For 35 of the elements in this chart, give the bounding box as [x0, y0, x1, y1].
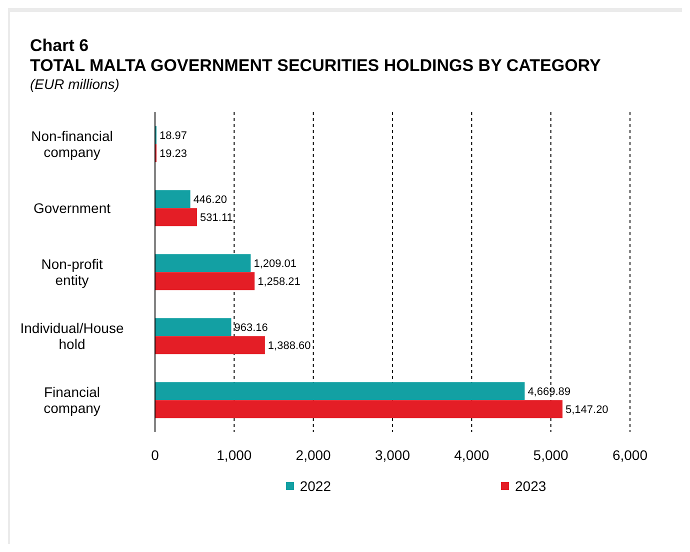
bar: [155, 382, 525, 400]
data-label: 963.16: [234, 322, 268, 334]
data-label: 531.11: [200, 212, 233, 224]
bar: [155, 400, 562, 418]
chart-title: Chart 6: [30, 36, 90, 56]
x-tick-label: 5,000: [533, 446, 569, 463]
data-label: 446.20: [193, 194, 227, 206]
bar: [155, 254, 251, 272]
data-label: 1,388.60: [268, 340, 311, 352]
data-label: 4,669.89: [528, 386, 571, 398]
x-tick-label: 0: [151, 446, 160, 463]
y-tick-label: Non-profit entity: [41, 256, 103, 288]
legend-label: 2022: [300, 478, 331, 494]
bar: [155, 190, 190, 208]
x-tick-label: 2,000: [296, 446, 332, 463]
chart-subtitle: TOTAL MALTA GOVERNMENT SECURITIES HOLDINGS BY CATEGORY: [30, 56, 602, 76]
legend-label: 2023: [515, 478, 546, 494]
data-label: 1,258.21: [258, 276, 300, 288]
y-tick-label: Financial company: [44, 384, 100, 416]
bar: [155, 318, 232, 336]
y-tick-label: Non-financial company: [31, 128, 113, 160]
y-tick-label: Government: [33, 200, 111, 216]
data-label: 19.23: [160, 148, 188, 160]
data-label: 5,147.20: [565, 404, 608, 416]
data-label: 18.97: [160, 130, 188, 142]
x-tick-label: 3,000: [374, 446, 410, 463]
bar: [155, 336, 265, 354]
bar: [155, 272, 255, 290]
x-tick-label: 4,000: [454, 446, 490, 463]
x-tick-label: 1,000: [216, 446, 252, 463]
x-tick-label: 6,000: [612, 446, 648, 463]
bar: [155, 208, 198, 226]
data-label: 1,209.01: [254, 258, 297, 270]
y-tick-label: Individual/House hold: [20, 320, 124, 352]
text: (EUR millions): [30, 76, 120, 92]
